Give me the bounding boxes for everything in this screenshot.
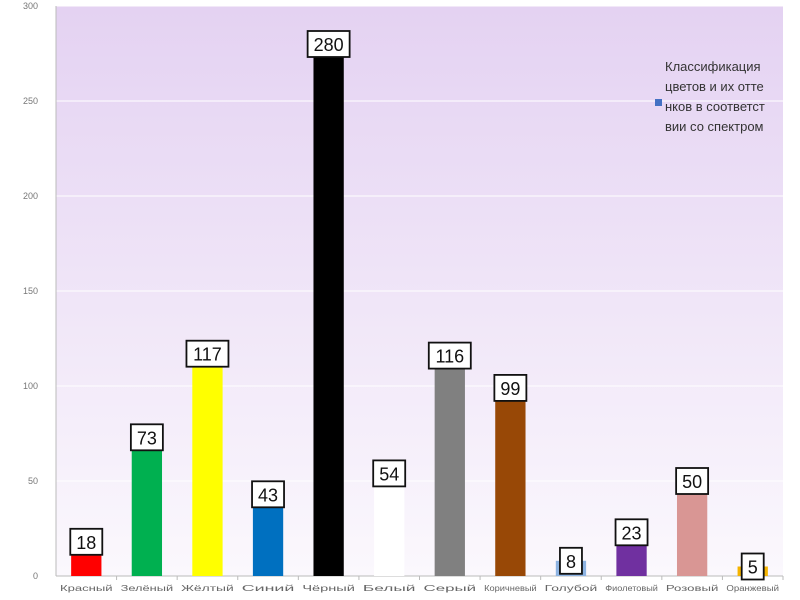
y-axis-ticks: 0 50 100 150 200 250 300 xyxy=(23,1,38,581)
y-tick-label: 300 xyxy=(23,1,38,11)
data-label-value: 8 xyxy=(566,552,576,572)
data-label: 43 xyxy=(251,480,285,509)
x-tick-label: Оранжевый xyxy=(726,584,779,593)
data-label: 280 xyxy=(306,30,351,58)
bar xyxy=(313,44,344,576)
data-label-box xyxy=(493,373,528,402)
data-label-box xyxy=(614,518,649,547)
data-label-value: 43 xyxy=(258,485,278,505)
data-label: 117 xyxy=(185,339,230,368)
data-label-box xyxy=(427,341,472,370)
data-label-value: 18 xyxy=(76,533,96,553)
data-label: 116 xyxy=(427,341,472,370)
x-tick-label: Коричневый xyxy=(484,584,537,593)
data-label: 23 xyxy=(614,518,649,547)
bar xyxy=(374,473,405,576)
x-tick-label: Красный xyxy=(60,584,113,593)
data-labels: 18 73 117 43 280 54 116 99 8 23 50 5 xyxy=(69,30,765,581)
legend-swatch xyxy=(655,99,662,106)
x-tick-label: Серый xyxy=(424,584,477,593)
data-label-value: 116 xyxy=(435,347,464,367)
data-label: 73 xyxy=(129,423,164,452)
data-label: 8 xyxy=(559,546,583,575)
data-label-box xyxy=(559,546,583,575)
data-label: 18 xyxy=(69,527,104,556)
data-label-box xyxy=(306,30,351,58)
y-tick-label: 100 xyxy=(23,381,38,391)
x-tick-label: Розовый xyxy=(666,584,719,593)
bar xyxy=(495,387,526,576)
data-label-value: 280 xyxy=(314,35,344,55)
data-label-box xyxy=(185,339,230,368)
legend: Классификация цветов и их оттенков в соо… xyxy=(655,57,765,137)
gridlines xyxy=(56,5,783,482)
y-tick-label: 200 xyxy=(23,191,38,201)
data-label-value: 50 xyxy=(682,472,702,492)
data-label: 99 xyxy=(493,373,528,402)
x-tick-label: Зелёный xyxy=(121,584,174,593)
x-tick-label: Жёлтый xyxy=(181,584,234,593)
data-label-value: 117 xyxy=(193,345,222,365)
data-label-box xyxy=(740,552,765,581)
bar xyxy=(131,437,163,576)
data-label: 54 xyxy=(372,459,407,488)
y-tick-label: 150 xyxy=(23,286,38,296)
data-label-value: 73 xyxy=(137,428,157,448)
x-tick-label: Голубой xyxy=(545,584,598,593)
y-tick-label: 250 xyxy=(23,96,38,106)
x-tick-label: Фиолетовый xyxy=(605,584,658,593)
bar xyxy=(434,355,465,576)
legend-series-name: Классификация цветов и их оттенков в соо… xyxy=(665,59,765,134)
y-tick-label: 50 xyxy=(28,476,38,486)
data-label-value: 5 xyxy=(748,558,758,578)
data-label-box xyxy=(675,467,710,495)
data-label: 5 xyxy=(740,552,765,581)
bar xyxy=(192,353,223,576)
y-tick-label: 0 xyxy=(33,571,38,581)
data-label-value: 23 xyxy=(622,523,642,543)
x-axis-labels: Красный Зелёный Жёлтый Синий Чёрный Белый Серы… xyxy=(60,576,784,593)
data-label-box xyxy=(69,527,104,556)
x-tick-label: Чёрный xyxy=(302,584,355,593)
data-label-box xyxy=(372,459,407,488)
bar xyxy=(676,481,708,576)
data-label-value: 54 xyxy=(379,464,399,484)
data-label-value: 99 xyxy=(500,379,520,399)
data-label-box xyxy=(251,480,285,509)
data-label: 50 xyxy=(675,467,710,495)
data-label-box xyxy=(129,423,164,452)
x-tick-label: Белый xyxy=(363,584,416,593)
x-tick-label: Синий xyxy=(242,584,295,593)
